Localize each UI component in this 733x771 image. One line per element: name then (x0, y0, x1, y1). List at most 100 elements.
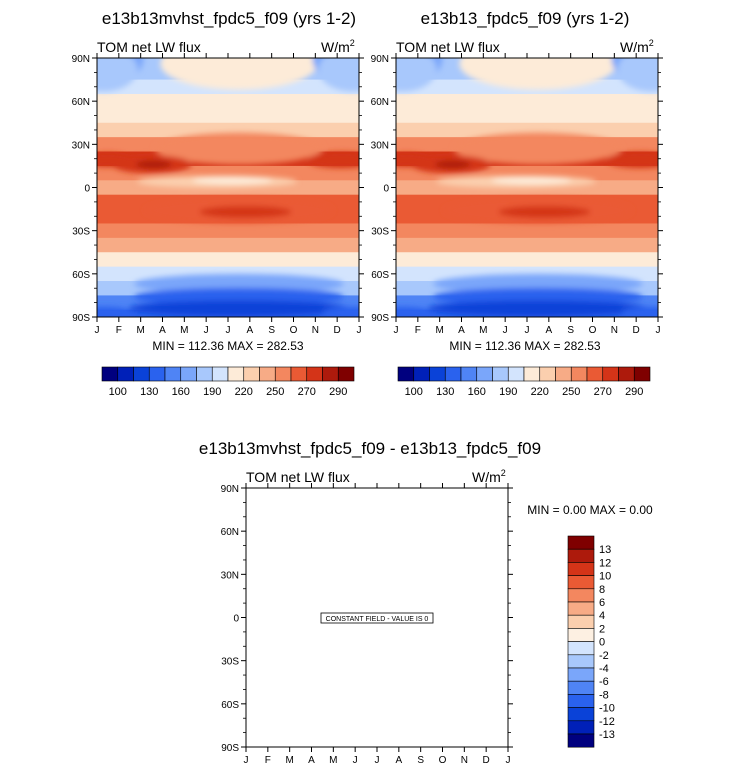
colorbar-box (567, 641, 595, 656)
colorbar-box (567, 548, 595, 563)
colorbar-label: 13 (599, 544, 611, 556)
x-tick-label: F (265, 755, 271, 766)
colorbar-label: 8 (599, 584, 605, 596)
units-label: W/m2 (620, 38, 654, 55)
y-tick-label: 60N (72, 97, 90, 108)
y-axis: 90N 60N 30N 0 30S 60S 90S (72, 54, 364, 324)
y-tick-label: 60S (72, 270, 90, 281)
x-tick-label: M (136, 325, 144, 336)
arctic-summer-warm (459, 58, 617, 90)
colorbar-box (164, 366, 182, 382)
antarctic-summer (396, 306, 433, 317)
itcz-min-core (491, 176, 572, 185)
zonal-band (396, 237, 658, 253)
y-tick-label: 0 (84, 184, 90, 195)
y-tick-label: 30S (371, 227, 389, 238)
panel-title: e13b13mvhst_fpdc5_f09 - e13b13_fpdc5_f09 (199, 439, 541, 458)
colorbar-label: 100 (405, 386, 423, 398)
colorbar: 100 130 160 190 220 250 270 290 (397, 366, 651, 398)
x-tick-label: J (204, 325, 209, 336)
y-tick-label: 30N (221, 570, 239, 581)
panel-title: e13b13_fpdc5_f09 (yrs 1-2) (421, 9, 630, 28)
y-tick-label: 90S (72, 313, 90, 324)
colorbar-label: -6 (599, 676, 609, 688)
colorbar-box (567, 654, 595, 669)
colorbar-label: 250 (562, 386, 580, 398)
x-tick-label: J (506, 755, 511, 766)
colorbar-box (133, 366, 150, 382)
panel-title: e13b13mvhst_fpdc5_f09 (yrs 1-2) (102, 9, 356, 28)
y-tick-label: 90S (371, 313, 389, 324)
x-tick-label: J (244, 755, 249, 766)
field-features (97, 58, 359, 317)
sh-winter-cold (433, 273, 643, 294)
colorbar-label: -4 (599, 663, 609, 675)
colorbar: 100 130 160 190 220 250 270 290 (101, 366, 355, 398)
sh-max-core (199, 205, 292, 218)
x-tick-label: O (439, 755, 447, 766)
x-tick-label: F (116, 325, 122, 336)
colorbar-box (567, 707, 595, 722)
colorbar-box (211, 366, 229, 382)
colorbar-box (567, 720, 595, 735)
x-tick-label: J (95, 325, 100, 336)
colorbar-box (196, 366, 213, 382)
colorbar-box (227, 366, 245, 382)
constant-field-box (320, 612, 434, 624)
colorbar-label: 250 (266, 386, 284, 398)
zonal-band (396, 108, 658, 124)
colorbar-label: -13 (599, 729, 615, 741)
colorbar-label: 290 (625, 386, 643, 398)
zonal-band (396, 223, 658, 239)
units-label: W/m2 (472, 468, 506, 485)
nh-subtropics-summer (454, 132, 622, 165)
sh-antarctic (128, 300, 349, 317)
colorbar-label: -8 (599, 689, 609, 701)
colorbar-box (290, 366, 308, 382)
min-max-stats: MIN = 112.36 MAX = 282.53 (449, 339, 601, 353)
zonal-band (396, 93, 658, 109)
panel-difference: e13b13mvhst_fpdc5_f09 - e13b13_fpdc5_f09… (199, 439, 653, 766)
zonal-band (97, 108, 359, 124)
colorbar-box (618, 366, 635, 382)
arctic-winter-halo (318, 58, 359, 92)
colorbar-box (476, 366, 493, 382)
min-max-stats: MIN = 0.00 MAX = 0.00 (527, 503, 653, 517)
x-tick-label: D (633, 325, 640, 336)
y-tick-label: 60N (221, 527, 239, 538)
y-tick-label: 60S (221, 700, 239, 711)
zonal-band (97, 122, 359, 138)
colorbar-box (633, 366, 651, 382)
y-tick-label: 90N (72, 54, 90, 65)
arctic-winter-halo (396, 58, 437, 92)
colorbar-box (148, 366, 166, 382)
sh-antarctic (427, 300, 648, 317)
colorbar-box (586, 366, 604, 382)
x-tick-label: O (589, 325, 597, 336)
y-tick-label: 60N (371, 97, 389, 108)
x-tick-label: A (395, 755, 402, 766)
x-tick-label: S (268, 325, 275, 336)
x-tick-label: J (656, 325, 661, 336)
colorbar-box (567, 694, 595, 708)
arctic-winter-halo (97, 58, 138, 92)
x-tick-label: J (375, 755, 380, 766)
colorbar-box (570, 366, 588, 382)
panel-control-case: e13b13_fpdc5_f09 (yrs 1-2) TOM net LW fl… (371, 9, 663, 398)
colorbar-box (460, 366, 478, 382)
x-tick-label: J (394, 325, 399, 336)
colorbar-box (567, 588, 595, 603)
nh-max-east-wrap (396, 153, 431, 168)
colorbar-box (567, 680, 595, 695)
colorbar-box (306, 366, 323, 382)
colorbar-label: 6 (599, 597, 605, 609)
x-tick-label: M (180, 325, 188, 336)
antarctic-summer (322, 306, 359, 317)
x-tick-label: O (290, 325, 298, 336)
y-tick-label: 30S (72, 227, 90, 238)
x-tick-label: J (525, 325, 530, 336)
colorbar-label: 160 (172, 386, 190, 398)
constant-field-annotation: CONSTANT FIELD - VALUE IS 0 (326, 616, 429, 623)
